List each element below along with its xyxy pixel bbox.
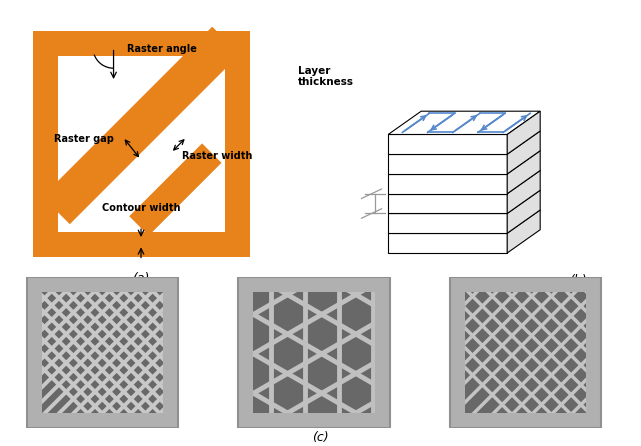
Polygon shape [507, 131, 540, 174]
Polygon shape [507, 151, 540, 194]
Polygon shape [388, 210, 540, 233]
Bar [238, 277, 390, 428]
Polygon shape [507, 111, 540, 154]
Polygon shape [388, 214, 507, 233]
Text: Contour width: Contour width [102, 203, 180, 213]
Bar [42, 292, 163, 413]
Text: Layer
thickness: Layer thickness [298, 66, 354, 87]
Polygon shape [507, 190, 540, 233]
Text: Raster width: Raster width [182, 151, 253, 161]
Polygon shape [388, 170, 540, 194]
Bar [450, 277, 601, 428]
Bar [253, 292, 375, 413]
Text: (c): (c) [312, 431, 329, 444]
Polygon shape [388, 135, 507, 154]
Text: Raster gap: Raster gap [54, 134, 114, 144]
Polygon shape [507, 170, 540, 214]
Text: (b): (b) [569, 274, 587, 287]
Polygon shape [129, 144, 222, 235]
Polygon shape [388, 190, 540, 214]
Text: (a): (a) [132, 272, 150, 285]
Polygon shape [388, 111, 540, 135]
Polygon shape [388, 194, 507, 214]
Polygon shape [42, 27, 240, 224]
Text: Raster angle: Raster angle [128, 45, 197, 54]
Polygon shape [388, 233, 507, 253]
Polygon shape [507, 210, 540, 253]
Polygon shape [388, 174, 507, 194]
FancyBboxPatch shape [45, 43, 237, 244]
Bar [465, 292, 587, 413]
Bar [27, 277, 178, 428]
Polygon shape [388, 131, 540, 154]
Polygon shape [388, 151, 540, 174]
Polygon shape [388, 154, 507, 174]
